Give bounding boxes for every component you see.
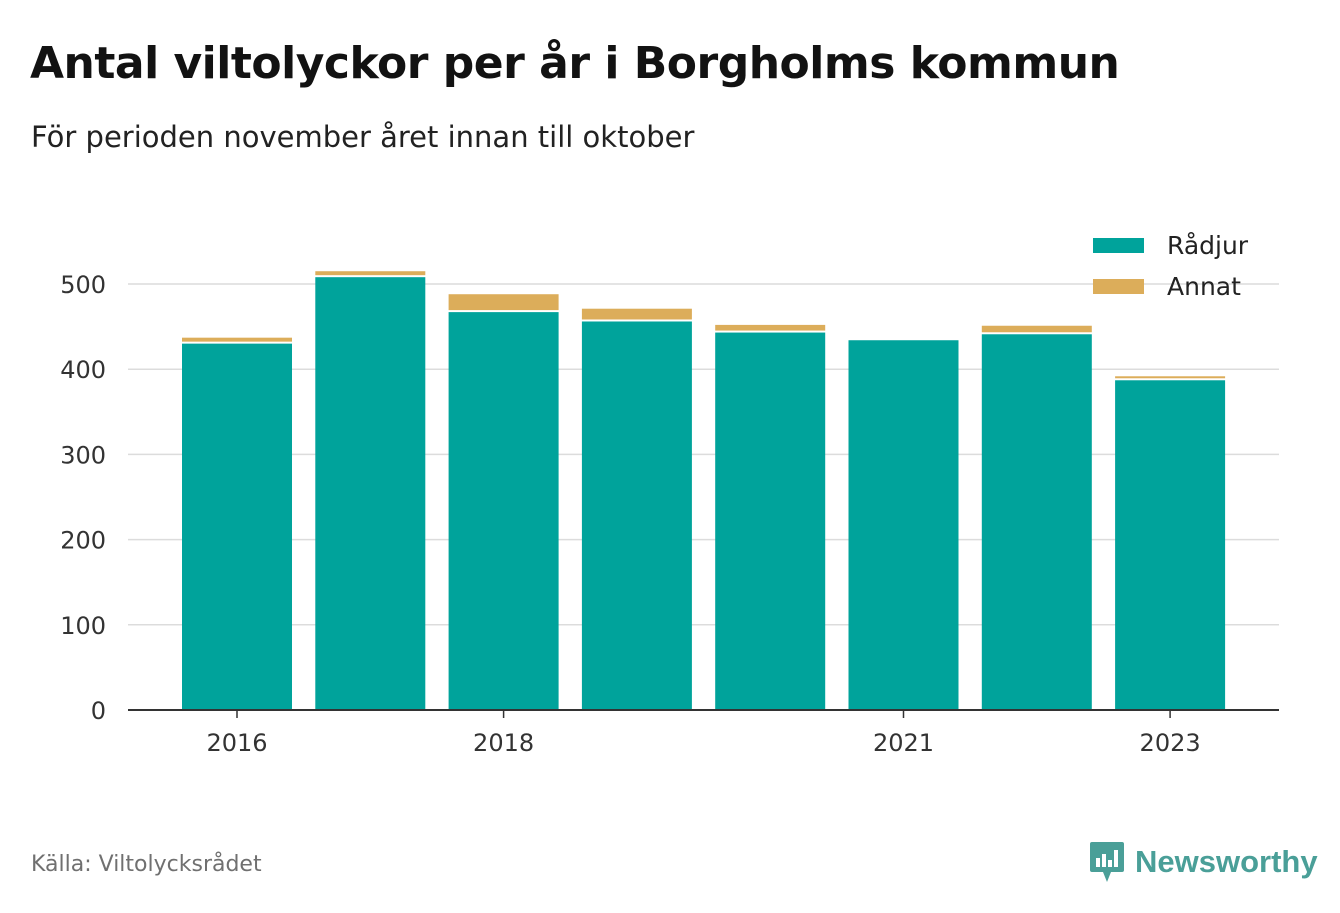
bar-annat-2018 [448,294,559,311]
legend-swatch-1 [1093,279,1144,294]
grid-lines [128,283,1279,626]
y-tick-label-400: 400 [60,356,106,384]
y-tick-label-500: 500 [60,271,106,299]
bar-annat-2022 [981,325,1092,333]
bar-radjur-2017 [315,277,426,710]
bar-annat-2023 [1115,376,1226,379]
bar-radjur-2023 [1115,380,1226,710]
bar-radjur-2021 [848,340,959,710]
bar-annat-2020 [715,324,826,331]
source-note: Källa: Viltolycksrådet [31,852,262,877]
x-tick-label-2023: 2023 [1140,729,1201,757]
legend-label-0: Rådjur [1167,231,1249,260]
bar-radjur-2019 [581,321,692,710]
legend-swatch-0 [1093,238,1144,253]
bar-annat-2019 [581,308,692,320]
x-tick-label-2021: 2021 [873,729,934,757]
bar-radjur-2022 [981,334,1092,710]
bar-annat-2016 [182,337,292,342]
chart-subtitle: För perioden november året innan till ok… [31,120,695,154]
newsworthy-logo-icon [1090,842,1124,882]
brand-name: Newsworthy [1135,844,1318,879]
chart-title: Antal viltolyckor per år i Borgholms kom… [30,38,1120,89]
y-tick-label-200: 200 [60,527,106,555]
y-axis: 0 100 200 300 400 500 [60,271,106,725]
bar-annat-2017 [315,271,426,276]
legend-label-1: Annat [1167,272,1241,301]
y-tick-label-100: 100 [60,612,106,640]
brand-logo: Newsworthy [1089,840,1318,884]
legend: Rådjur Annat [1093,231,1249,301]
x-tick-label-2018: 2018 [473,729,534,757]
bars [182,271,1226,710]
bar-radjur-2018 [448,312,559,710]
bar-radjur-2020 [715,332,826,710]
x-axis: 2016 2018 2021 2023 [128,709,1279,757]
y-tick-label-300: 300 [60,441,106,469]
y-tick-label-0: 0 [91,697,106,725]
bar-radjur-2016 [182,343,292,710]
x-tick-label-2016: 2016 [206,729,267,757]
